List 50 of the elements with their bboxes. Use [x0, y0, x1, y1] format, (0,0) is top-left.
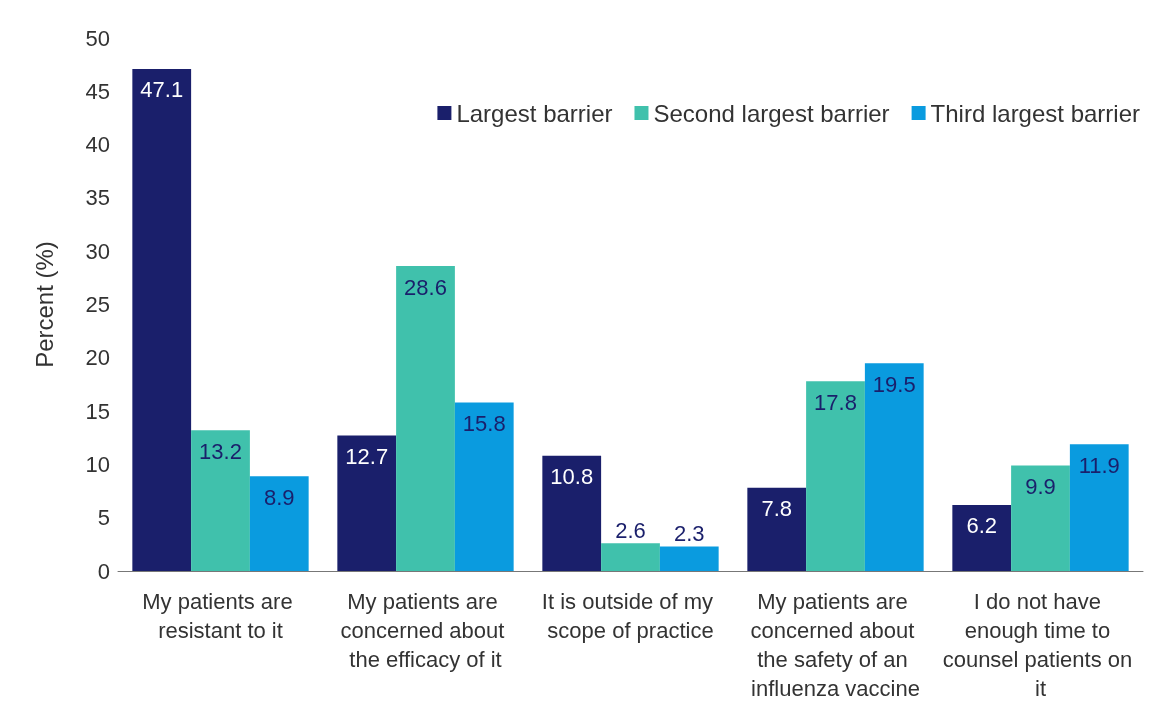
data-label: 13.2: [199, 438, 242, 464]
bar: [1069, 444, 1129, 571]
data-label: 6.2: [966, 513, 998, 539]
data-label: 2.3: [673, 520, 705, 546]
bar: [337, 435, 397, 571]
data-label: 19.5: [872, 371, 916, 397]
y-tick-label: 45: [85, 78, 110, 104]
data-label: 7.8: [761, 496, 793, 522]
y-tick-label: 25: [85, 292, 110, 317]
bar: [747, 487, 807, 571]
bar: [132, 68, 192, 571]
bar: [542, 455, 602, 571]
data-label: 28.6: [404, 274, 447, 300]
data-label: 9.9: [1025, 473, 1056, 499]
y-tick-label: 20: [85, 345, 110, 371]
bar: [864, 363, 924, 571]
x-tick-label: My patients are resistant to it: [142, 589, 299, 643]
x-tick-label: It is outside of my scope of practice: [541, 589, 720, 643]
data-label: 10.8: [550, 464, 594, 490]
y-tick-label: 50: [85, 25, 110, 51]
y-tick-label: 40: [85, 132, 110, 158]
y-tick-label: 0: [97, 558, 110, 584]
bar: [659, 546, 719, 571]
bar: [1011, 465, 1070, 571]
data-label: 8.9: [263, 484, 295, 510]
legend-label: Second largest barrier: [653, 99, 890, 127]
bar: [191, 430, 250, 571]
bar: [601, 543, 660, 571]
y-tick-label: 15: [85, 398, 110, 424]
x-tick-label: My patients are concerned about the safety of an influenza vaccine: [750, 589, 921, 701]
y-tick-label: 30: [85, 238, 110, 264]
bar: [249, 476, 309, 571]
legend-label: Third largest barrier: [930, 99, 1141, 127]
data-label: 2.6: [615, 517, 646, 543]
x-tick-label: I do not have enough time to counsel patients on it: [942, 589, 1139, 701]
data-label: 17.8: [814, 389, 857, 415]
x-tick-label: My patients are concerned about the efficacy of it: [340, 589, 511, 672]
y-tick-label: 10: [85, 451, 110, 477]
y-axis-title: Percent (%): [30, 241, 58, 368]
data-label: 47.1: [140, 77, 184, 103]
data-label: 12.7: [345, 444, 389, 470]
bar: [806, 381, 865, 571]
y-tick-label: 35: [85, 185, 110, 211]
legend-label: Largest barrier: [456, 99, 613, 127]
y-tick-label: 5: [97, 505, 110, 531]
bar: [454, 402, 514, 571]
data-label: 11.9: [1078, 452, 1120, 478]
bar: [952, 504, 1012, 571]
bar: [396, 266, 455, 571]
data-label: 15.8: [462, 411, 506, 437]
